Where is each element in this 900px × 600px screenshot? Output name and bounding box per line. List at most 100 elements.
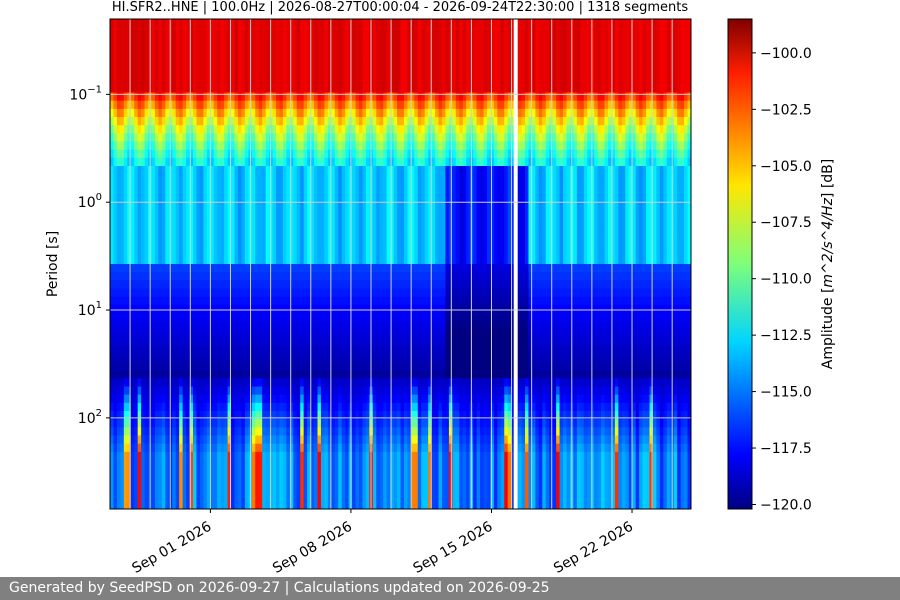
heatmap-cell: [279, 174, 284, 183]
heatmap-cell: [362, 264, 367, 273]
heatmap-cell: [296, 51, 301, 61]
heatmap-cell: [341, 157, 346, 167]
heatmap-cell: [110, 117, 114, 126]
heatmap-cell: [193, 419, 197, 428]
heatmap-cell: [154, 321, 159, 330]
heatmap-cell: [158, 198, 163, 208]
heatmap-cell: [352, 492, 356, 502]
heatmap-cell: [175, 476, 180, 485]
heatmap-cell: [210, 117, 215, 126]
heatmap-cell: [390, 394, 394, 404]
heatmap-cell: [113, 174, 118, 183]
heatmap-cell: [362, 19, 367, 28]
heatmap-cell: [397, 84, 401, 93]
heatmap-cell: [130, 231, 135, 240]
heatmap-cell: [110, 500, 114, 509]
heatmap-cell: [237, 141, 242, 151]
heatmap-cell: [203, 378, 208, 387]
heatmap-cell: [199, 296, 204, 306]
heatmap-cell: [234, 231, 239, 240]
heatmap-cell: [234, 378, 239, 387]
heatmap-cell: [393, 500, 398, 509]
heatmap-cell: [331, 468, 336, 477]
heatmap-cell: [365, 206, 370, 216]
heatmap-cell: [341, 117, 346, 126]
heatmap-cell: [262, 500, 267, 509]
heatmap-cell: [255, 296, 260, 306]
heatmap-cell: [352, 500, 356, 509]
heatmap-cell: [383, 394, 388, 404]
heatmap-cell: [237, 451, 242, 461]
heatmap-cell: [237, 304, 242, 314]
heatmap-cell: [317, 296, 322, 306]
heatmap-cell: [359, 43, 363, 53]
heatmap-cell: [372, 353, 377, 363]
heatmap-cell: [352, 296, 356, 306]
heatmap-cell: [213, 345, 218, 355]
heatmap-cell: [134, 337, 139, 347]
heatmap-cell: [179, 492, 184, 502]
heatmap-cell: [116, 427, 121, 436]
heatmap-cell: [206, 51, 211, 61]
heatmap-cell: [262, 353, 267, 363]
heatmap-cell: [383, 353, 388, 363]
heatmap-cell: [376, 51, 381, 61]
heatmap-cell: [158, 84, 163, 93]
heatmap-cell: [237, 492, 242, 502]
heatmap-cell: [116, 476, 121, 485]
heatmap-cell: [241, 370, 246, 379]
heatmap-cell: [365, 435, 370, 445]
heatmap-cell: [110, 353, 114, 363]
heatmap-cell: [220, 182, 225, 191]
heatmap-cell: [127, 353, 132, 363]
heatmap-cell: [220, 19, 225, 28]
heatmap-cell: [327, 43, 332, 53]
heatmap-cell: [341, 411, 346, 420]
heatmap-cell: [144, 337, 149, 347]
heatmap-cell: [137, 280, 142, 289]
heatmap-cell: [372, 100, 377, 110]
heatmap-cell: [286, 59, 291, 69]
heatmap-cell: [390, 304, 394, 314]
heatmap-cell: [362, 231, 367, 240]
heatmap-cell: [127, 329, 132, 338]
heatmap-cell: [154, 443, 159, 453]
heatmap-cell: [123, 166, 128, 175]
heatmap-cell: [241, 329, 246, 338]
heatmap-cell: [272, 280, 277, 289]
heatmap-cell: [113, 190, 118, 200]
heatmap-cell: [206, 166, 211, 175]
heatmap-cell: [220, 166, 225, 175]
heatmap-cell: [262, 492, 267, 502]
heatmap-cell: [303, 247, 308, 257]
heatmap-cell: [227, 108, 232, 118]
heatmap-cell: [137, 76, 142, 85]
heatmap-cell: [231, 419, 235, 428]
heatmap-cell: [217, 206, 222, 216]
heatmap-cell: [386, 411, 391, 420]
heatmap-cell: [231, 190, 235, 200]
heatmap-cell: [234, 468, 239, 477]
heatmap-cell: [324, 190, 329, 200]
heatmap-cell: [182, 435, 187, 445]
heatmap-cell: [262, 435, 267, 445]
heatmap-cell: [110, 370, 114, 379]
heatmap-cell: [334, 182, 339, 191]
heatmap-cell: [134, 255, 139, 265]
heatmap-cell: [165, 43, 170, 53]
heatmap-cell: [110, 345, 114, 355]
heatmap-cell: [279, 100, 284, 110]
heatmap-cell: [203, 182, 208, 191]
heatmap-cell: [116, 117, 121, 126]
heatmap-cell: [224, 362, 228, 371]
heatmap-cell: [120, 451, 125, 461]
heatmap-cell: [282, 370, 287, 379]
heatmap-cell: [203, 451, 208, 461]
heatmap-cell: [324, 288, 329, 298]
heatmap-cell: [258, 476, 263, 485]
heatmap-cell: [265, 206, 270, 216]
heatmap-cell: [372, 386, 377, 396]
heatmap-cell: [317, 108, 322, 118]
heatmap-cell: [376, 247, 381, 257]
heatmap-cell: [390, 402, 394, 412]
